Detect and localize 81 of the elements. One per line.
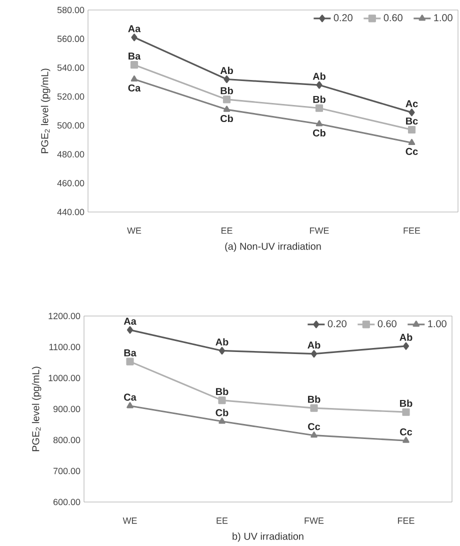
point bbox=[130, 61, 138, 69]
point bbox=[408, 108, 415, 116]
point bbox=[402, 436, 410, 443]
y-tick-label: 560.00 bbox=[57, 36, 84, 42]
legend-label: 1.00 bbox=[434, 14, 452, 22]
y-tick-label: 700.00 bbox=[54, 468, 80, 474]
annotation: Ab bbox=[216, 338, 228, 346]
annotation: Ab bbox=[308, 341, 320, 349]
point bbox=[224, 75, 230, 84]
y-tick-label: 520.00 bbox=[57, 93, 84, 100]
x-tick-label: FWE bbox=[310, 228, 329, 234]
point bbox=[310, 350, 318, 358]
point bbox=[222, 96, 231, 104]
x-tick-label: FWE bbox=[304, 518, 324, 524]
point bbox=[402, 408, 410, 416]
y-tick-label: 900.00 bbox=[53, 406, 80, 412]
point bbox=[126, 358, 134, 366]
point bbox=[126, 326, 134, 334]
y-tick-label: 800.00 bbox=[53, 436, 80, 444]
point bbox=[315, 104, 324, 112]
y-axis-title: PGE$_{2}$ level (pg/mL) bbox=[32, 366, 42, 452]
point bbox=[130, 75, 138, 82]
annotation: Bb bbox=[220, 86, 233, 94]
point bbox=[218, 346, 226, 355]
annotation: Cb bbox=[220, 114, 233, 122]
point bbox=[408, 138, 416, 146]
annotation: Ba bbox=[124, 349, 136, 356]
annotation: Bc bbox=[406, 118, 418, 125]
annotation: Cc bbox=[406, 148, 418, 155]
annotation: Cc bbox=[308, 423, 320, 430]
point bbox=[126, 402, 134, 408]
point bbox=[310, 432, 318, 438]
x-axis-title: b) UV irradiation bbox=[232, 532, 304, 542]
annotation: Cb bbox=[313, 129, 326, 136]
y-tick-label: 540.00 bbox=[57, 64, 84, 71]
y-tick-label: 580.00 bbox=[57, 6, 84, 14]
point bbox=[131, 34, 138, 42]
point bbox=[316, 81, 322, 89]
y-tick-label: 1100.00 bbox=[49, 344, 80, 350]
annotation: Ac bbox=[406, 100, 418, 108]
annotation: Ca bbox=[124, 394, 136, 401]
point bbox=[408, 126, 416, 134]
legend-label: 0.20 bbox=[334, 14, 352, 22]
point bbox=[316, 120, 323, 126]
annotation: Bb bbox=[313, 96, 326, 103]
annotation: Ba bbox=[128, 52, 141, 60]
legend-label: 0.60 bbox=[384, 14, 402, 22]
legend-label: 0.20 bbox=[328, 320, 346, 328]
point bbox=[223, 106, 230, 112]
annotation: Cc bbox=[400, 428, 412, 436]
annotation: Bb bbox=[308, 396, 320, 403]
point bbox=[310, 404, 318, 412]
legend-label: 1.00 bbox=[428, 320, 446, 328]
x-tick-label: EE bbox=[222, 228, 232, 234]
y-tick-label: 500.00 bbox=[57, 122, 84, 129]
y-tick-label: 600.00 bbox=[54, 498, 80, 506]
x-tick-label: FEE bbox=[398, 518, 414, 524]
y-tick-label: 460.00 bbox=[57, 180, 84, 186]
legend-label: 0.60 bbox=[378, 320, 396, 328]
x-axis-title: (a) Non-UV irradiation bbox=[225, 242, 321, 252]
annotation: Aa bbox=[128, 25, 141, 32]
x-tick-label: WE bbox=[122, 518, 137, 524]
annotation: Cb bbox=[216, 408, 228, 416]
x-tick-label: FEE bbox=[404, 228, 420, 234]
y-tick-label: 1000.00 bbox=[48, 374, 80, 382]
annotation: Aa bbox=[124, 318, 136, 325]
y-tick-label: 1200.00 bbox=[48, 312, 80, 320]
y-tick-label: 480.00 bbox=[57, 151, 84, 158]
annotation: Ab bbox=[400, 334, 412, 341]
y-tick-label: 440.00 bbox=[57, 208, 84, 216]
annotation: Bb bbox=[216, 388, 228, 396]
annotation: Ca bbox=[128, 84, 141, 92]
x-tick-label: EE bbox=[216, 518, 228, 524]
x-tick-label: WE bbox=[127, 228, 142, 234]
annotation: Ab bbox=[312, 72, 326, 80]
annotation: Ab bbox=[220, 66, 233, 74]
annotation: Bb bbox=[400, 400, 412, 407]
point bbox=[218, 418, 226, 424]
point bbox=[402, 342, 410, 350]
point bbox=[218, 396, 226, 404]
y-axis-title: PGE$_{2}$ level (pg/mL) bbox=[40, 68, 50, 154]
